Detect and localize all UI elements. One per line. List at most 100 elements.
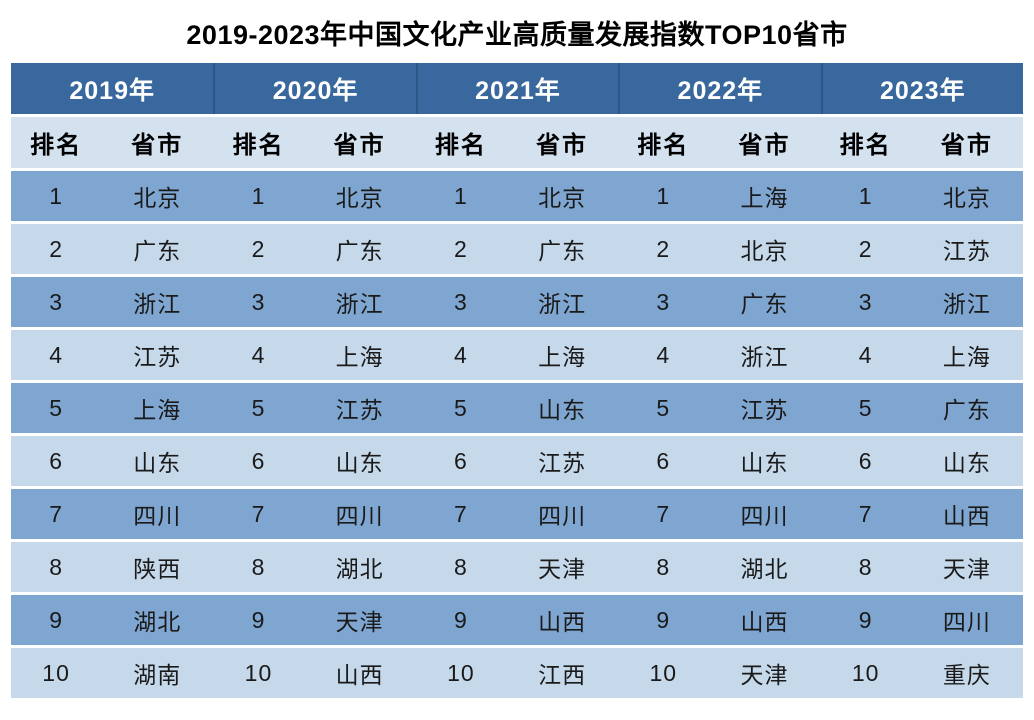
rank-column-header: 排名 bbox=[618, 117, 709, 168]
rank-cell: 1 bbox=[618, 171, 709, 221]
table-head: 2019年 2020年 2021年 2022年 2023年 排名 省市 排名 省市 排名 省市 排名… bbox=[11, 63, 1023, 168]
province-cell: 天津 bbox=[910, 542, 1023, 592]
province-cell: 湖北 bbox=[708, 542, 821, 592]
rank-cell: 10 bbox=[213, 648, 304, 698]
province-cell: 山西 bbox=[708, 595, 821, 645]
rank-cell: 9 bbox=[11, 595, 102, 645]
table-row: 1 北京 1 北京 1 北京 1 上海 1 北京 bbox=[11, 171, 1023, 221]
rank-cell: 1 bbox=[213, 171, 304, 221]
province-cell: 广东 bbox=[910, 383, 1023, 433]
rank-cell: 9 bbox=[820, 595, 911, 645]
rank-cell: 6 bbox=[415, 436, 506, 486]
province-cell: 江西 bbox=[505, 648, 619, 698]
province-cell: 上海 bbox=[910, 330, 1023, 380]
rank-cell: 5 bbox=[415, 383, 506, 433]
province-column-header: 省市 bbox=[505, 117, 619, 168]
rank-cell: 3 bbox=[618, 277, 709, 327]
rank-cell: 10 bbox=[618, 648, 709, 698]
rank-cell: 8 bbox=[415, 542, 506, 592]
rank-cell: 8 bbox=[213, 542, 304, 592]
province-column-header: 省市 bbox=[303, 117, 416, 168]
province-cell: 山东 bbox=[303, 436, 416, 486]
year-header-2022: 2022年 bbox=[618, 63, 821, 114]
rank-cell: 2 bbox=[820, 224, 911, 274]
rank-cell: 8 bbox=[820, 542, 911, 592]
province-cell: 天津 bbox=[303, 595, 416, 645]
rank-cell: 6 bbox=[820, 436, 911, 486]
rank-cell: 7 bbox=[415, 489, 506, 539]
province-cell: 四川 bbox=[910, 595, 1023, 645]
year-header-row: 2019年 2020年 2021年 2022年 2023年 bbox=[11, 63, 1023, 114]
province-cell: 山西 bbox=[303, 648, 416, 698]
table-row: 3 浙江 3 浙江 3 浙江 3 广东 3 浙江 bbox=[11, 277, 1023, 327]
rank-cell: 8 bbox=[11, 542, 102, 592]
rank-cell: 1 bbox=[820, 171, 911, 221]
province-cell: 上海 bbox=[708, 171, 821, 221]
ranking-table: 2019年 2020年 2021年 2022年 2023年 排名 省市 排名 省市 排名 省市 排名… bbox=[11, 60, 1023, 701]
page-title: 2019-2023年中国文化产业高质量发展指数TOP10省市 bbox=[186, 20, 848, 50]
province-cell: 山东 bbox=[910, 436, 1023, 486]
rank-cell: 4 bbox=[11, 330, 102, 380]
rank-cell: 2 bbox=[618, 224, 709, 274]
rank-cell: 1 bbox=[11, 171, 102, 221]
rank-cell: 4 bbox=[618, 330, 709, 380]
province-cell: 四川 bbox=[303, 489, 416, 539]
province-cell: 上海 bbox=[505, 330, 619, 380]
province-cell: 山西 bbox=[910, 489, 1023, 539]
table-body: 1 北京 1 北京 1 北京 1 上海 1 北京 2 广东 2 广东 2 广东 2 北京 2 江苏 3 浙江 3 浙江 3 浙江 3… bbox=[11, 171, 1023, 698]
province-cell: 湖北 bbox=[303, 542, 416, 592]
rank-cell: 3 bbox=[213, 277, 304, 327]
province-cell: 四川 bbox=[505, 489, 619, 539]
table-row: 2 广东 2 广东 2 广东 2 北京 2 江苏 bbox=[11, 224, 1023, 274]
rank-cell: 7 bbox=[11, 489, 102, 539]
rank-cell: 6 bbox=[213, 436, 304, 486]
rank-cell: 2 bbox=[415, 224, 506, 274]
province-cell: 江苏 bbox=[303, 383, 416, 433]
province-cell: 湖北 bbox=[101, 595, 214, 645]
province-column-header: 省市 bbox=[101, 117, 214, 168]
rank-cell: 7 bbox=[213, 489, 304, 539]
rank-cell: 10 bbox=[820, 648, 911, 698]
province-cell: 北京 bbox=[505, 171, 619, 221]
rank-cell: 2 bbox=[213, 224, 304, 274]
rank-cell: 5 bbox=[820, 383, 911, 433]
rank-cell: 7 bbox=[820, 489, 911, 539]
rank-column-header: 排名 bbox=[213, 117, 304, 168]
province-cell: 广东 bbox=[303, 224, 416, 274]
rank-cell: 7 bbox=[618, 489, 709, 539]
rank-cell: 10 bbox=[415, 648, 506, 698]
sub-header-row: 排名 省市 排名 省市 排名 省市 排名 省市 排名 省市 bbox=[11, 117, 1023, 168]
province-cell: 山西 bbox=[505, 595, 619, 645]
province-cell: 北京 bbox=[101, 171, 214, 221]
province-cell: 江苏 bbox=[505, 436, 619, 486]
province-cell: 上海 bbox=[101, 383, 214, 433]
province-cell: 浙江 bbox=[101, 277, 214, 327]
province-column-header: 省市 bbox=[708, 117, 821, 168]
province-cell: 北京 bbox=[303, 171, 416, 221]
province-cell: 山东 bbox=[505, 383, 619, 433]
rank-cell: 2 bbox=[11, 224, 102, 274]
province-cell: 江苏 bbox=[708, 383, 821, 433]
province-cell: 山东 bbox=[101, 436, 214, 486]
table-row: 7 四川 7 四川 7 四川 7 四川 7 山西 bbox=[11, 489, 1023, 539]
province-column-header: 省市 bbox=[910, 117, 1023, 168]
province-cell: 北京 bbox=[910, 171, 1023, 221]
table-row: 10 湖南 10 山西 10 江西 10 天津 10 重庆 bbox=[11, 648, 1023, 698]
rank-cell: 9 bbox=[618, 595, 709, 645]
rank-column-header: 排名 bbox=[415, 117, 506, 168]
province-cell: 浙江 bbox=[910, 277, 1023, 327]
province-cell: 四川 bbox=[101, 489, 214, 539]
rank-cell: 3 bbox=[11, 277, 102, 327]
province-cell: 湖南 bbox=[101, 648, 214, 698]
rank-cell: 4 bbox=[213, 330, 304, 380]
province-cell: 山东 bbox=[708, 436, 821, 486]
table-row: 6 山东 6 山东 6 江苏 6 山东 6 山东 bbox=[11, 436, 1023, 486]
rank-column-header: 排名 bbox=[11, 117, 102, 168]
rank-cell: 4 bbox=[415, 330, 506, 380]
rank-cell: 9 bbox=[415, 595, 506, 645]
rank-cell: 5 bbox=[213, 383, 304, 433]
province-cell: 四川 bbox=[708, 489, 821, 539]
rank-cell: 6 bbox=[11, 436, 102, 486]
rank-cell: 1 bbox=[415, 171, 506, 221]
province-cell: 上海 bbox=[303, 330, 416, 380]
